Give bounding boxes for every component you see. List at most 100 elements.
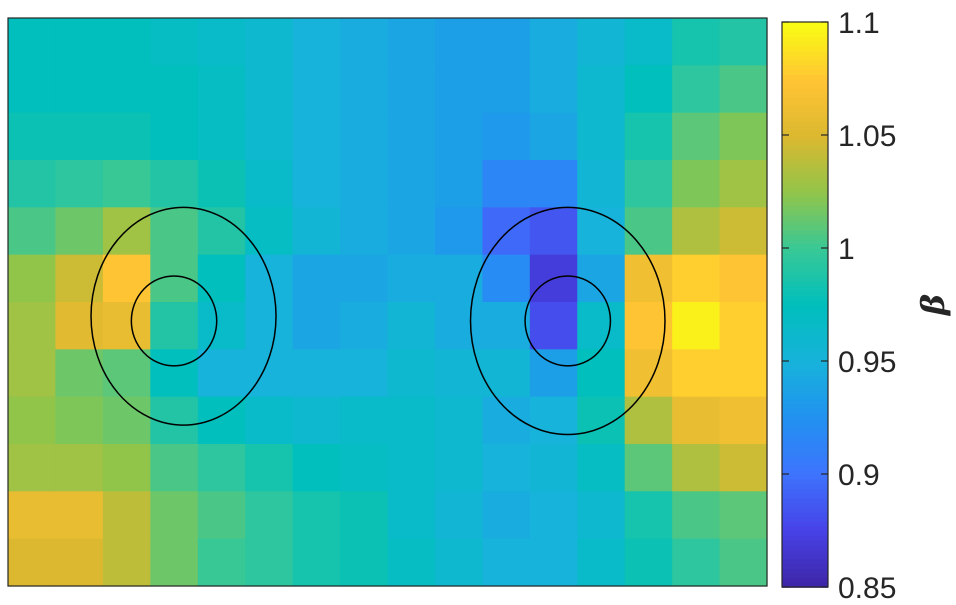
heatmap-cell bbox=[529, 349, 578, 398]
heatmap-cell bbox=[434, 207, 483, 256]
heatmap-cell bbox=[387, 491, 436, 540]
contour-lines bbox=[90, 206, 666, 436]
colorbar-segment bbox=[782, 69, 828, 75]
heatmap-cell bbox=[719, 491, 768, 540]
heatmap-cell bbox=[197, 65, 246, 114]
heatmap-cell bbox=[8, 491, 57, 540]
contour-line bbox=[469, 206, 666, 436]
colorbar-segment bbox=[782, 224, 828, 230]
heatmap-cell bbox=[102, 396, 151, 445]
colorbar-segment bbox=[782, 219, 828, 226]
colorbar-segment bbox=[782, 342, 828, 348]
heatmap-cell bbox=[482, 538, 531, 587]
colorbar-segment bbox=[782, 233, 828, 240]
heatmap-cell bbox=[624, 160, 673, 208]
heatmap-cell bbox=[340, 18, 389, 66]
heatmap-cell bbox=[387, 444, 436, 492]
heatmap-cell bbox=[245, 18, 294, 66]
colorbar-gradient bbox=[782, 22, 828, 588]
colorbar-segment bbox=[782, 257, 828, 263]
heatmap-cell bbox=[8, 65, 57, 114]
colorbar-segment bbox=[782, 182, 828, 188]
heatmap-cell bbox=[55, 302, 104, 350]
heatmap-cell bbox=[624, 65, 673, 114]
heatmap-cell bbox=[55, 491, 104, 540]
heatmap-cell bbox=[672, 112, 721, 161]
colorbar-segment bbox=[782, 431, 828, 438]
heatmap-cell bbox=[8, 349, 57, 398]
colorbar-segment bbox=[782, 521, 828, 527]
plot-frame bbox=[7, 17, 768, 587]
colorbar-segment bbox=[782, 459, 828, 466]
heatmap-cell bbox=[150, 444, 199, 492]
heatmap-cell bbox=[197, 207, 246, 256]
heatmap-cell bbox=[8, 538, 57, 587]
heatmap-cell bbox=[340, 538, 389, 587]
colorbar-segment bbox=[782, 332, 828, 339]
heatmap-cell bbox=[292, 207, 341, 256]
colorbar-segment bbox=[782, 54, 828, 61]
heatmap-cell bbox=[150, 65, 199, 114]
colorbar-segment bbox=[782, 111, 828, 117]
colorbar-segment bbox=[782, 64, 828, 70]
colorbar-segment bbox=[782, 163, 828, 169]
heatmap-cell bbox=[197, 160, 246, 208]
heatmap-cell bbox=[197, 444, 246, 492]
heatmap-cell bbox=[577, 349, 626, 398]
colorbar-ticks: 0.85 0.9 0.95 1 1.05 1.1 bbox=[782, 7, 896, 605]
colorbar-segment bbox=[782, 31, 828, 37]
colorbar-segment bbox=[782, 318, 828, 325]
heatmap-cell bbox=[197, 18, 246, 66]
heatmap-cell bbox=[529, 302, 578, 350]
colorbar-segment bbox=[782, 262, 828, 268]
colorbar-segment bbox=[782, 243, 828, 249]
colorbar-segment bbox=[782, 238, 828, 245]
heatmap-cell bbox=[8, 302, 57, 350]
heatmap-cell bbox=[102, 254, 151, 303]
heatmap-cell bbox=[245, 207, 294, 256]
colorbar-segment bbox=[782, 215, 828, 221]
heatmap-cell bbox=[577, 396, 626, 445]
heatmap-cell bbox=[482, 349, 531, 398]
contour-line bbox=[90, 206, 277, 426]
heatmap-cell bbox=[434, 538, 483, 587]
heatmap-cell bbox=[292, 65, 341, 114]
colorbar-segment bbox=[782, 464, 828, 471]
heatmap-cell bbox=[150, 160, 199, 208]
colorbar-segment bbox=[782, 535, 828, 541]
heatmap-cell bbox=[8, 207, 57, 256]
heatmap-cell bbox=[434, 160, 483, 208]
heatmap-cell bbox=[102, 302, 151, 350]
colorbar-segment bbox=[782, 474, 828, 480]
colorbar-segment bbox=[782, 436, 828, 442]
heatmap-cell bbox=[434, 65, 483, 114]
heatmap-cell bbox=[55, 396, 104, 445]
heatmap-cell bbox=[529, 207, 578, 256]
heatmap-cell bbox=[292, 112, 341, 161]
colorbar-segment bbox=[782, 200, 828, 207]
heatmap-cell bbox=[197, 254, 246, 303]
heatmap-cell bbox=[197, 112, 246, 161]
heatmap-cell bbox=[55, 444, 104, 492]
contour-line bbox=[524, 275, 612, 367]
heatmap-cell bbox=[197, 491, 246, 540]
colorbar-segment bbox=[782, 516, 828, 522]
colorbar-segment bbox=[782, 36, 828, 42]
heatmap-cell bbox=[8, 396, 57, 445]
heatmap-cell bbox=[719, 396, 768, 445]
colorbar-segment bbox=[782, 492, 828, 499]
heatmap-cell bbox=[387, 160, 436, 208]
heatmap-cell bbox=[434, 444, 483, 492]
colorbar-segment bbox=[782, 177, 828, 183]
heatmap-cell bbox=[8, 444, 57, 492]
heatmap-cell bbox=[150, 538, 199, 587]
heatmap-cell bbox=[245, 396, 294, 445]
heatmap-cell bbox=[434, 491, 483, 540]
heatmap-cell bbox=[197, 349, 246, 398]
heatmap-cell bbox=[387, 112, 436, 161]
colorbar-segment bbox=[782, 92, 828, 99]
heatmap-cell bbox=[577, 207, 626, 256]
heatmap-cell bbox=[624, 396, 673, 445]
heatmap-cell bbox=[8, 18, 57, 66]
colorbar-segment bbox=[782, 210, 828, 216]
